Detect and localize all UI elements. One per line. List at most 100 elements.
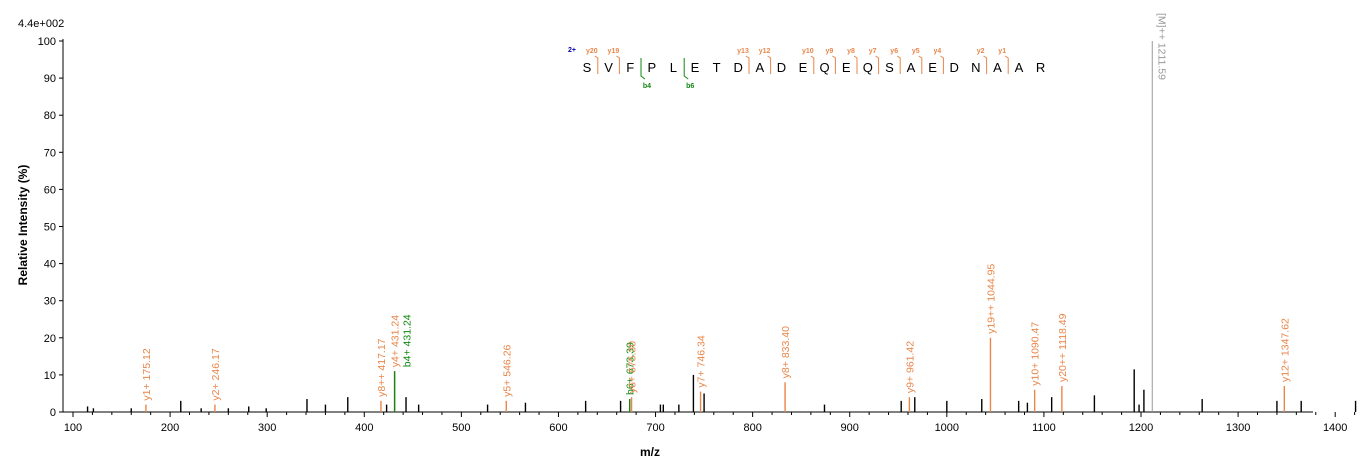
- x-tick-label: 300: [258, 422, 276, 434]
- y-ion-label: y7+ 746.34: [696, 335, 708, 387]
- b-ion-marker-label: b6: [686, 83, 694, 90]
- y-ion-label: y5+ 546.26: [501, 344, 513, 396]
- y-ion-cleavage-marker: [745, 55, 750, 74]
- residue: A: [993, 60, 1002, 75]
- y-ion-marker-label: y13: [737, 48, 749, 55]
- y-ion-cleavage-marker: [918, 55, 923, 74]
- y-ion-cleavage-marker: [983, 55, 988, 74]
- residue: V: [604, 60, 613, 75]
- b-ion-marker-label: b4: [643, 83, 651, 90]
- y-tick-label: 40: [44, 259, 56, 271]
- charge-label: 2+: [568, 47, 576, 54]
- y-tick-label: 10: [44, 370, 56, 382]
- y-ion-marker-label: y4: [934, 48, 942, 55]
- y-ion-label: y12+ 1347.62: [1279, 318, 1291, 382]
- y-ion-marker-label: y1: [998, 48, 1006, 55]
- x-tick-label: 700: [646, 422, 664, 434]
- residue: A: [755, 60, 764, 75]
- y-ion-cleavage-marker: [940, 55, 944, 74]
- y-ion-cleavage-marker: [896, 55, 901, 74]
- y-tick-label: 80: [44, 110, 56, 122]
- x-tick-label: 900: [841, 422, 859, 434]
- y-ion-label: y1+ 175.12: [141, 348, 153, 400]
- x-tick-label: 1400: [1323, 422, 1347, 434]
- y-ion-cleavage-marker: [853, 55, 858, 74]
- y-ion-label: y9+ 961.42: [904, 341, 916, 393]
- y-tick-label: 90: [44, 73, 56, 85]
- residue: A: [907, 60, 916, 75]
- y-axis-title: Relative Intensity (%): [16, 165, 30, 286]
- b-ion-cleavage-marker: [683, 58, 689, 80]
- intensity-scale-label: 4.4e+002: [18, 18, 64, 30]
- y-tick-label: 50: [44, 222, 56, 234]
- y-ion-marker-label: y8: [847, 48, 855, 55]
- y-ion-marker-label: y12: [759, 48, 771, 55]
- x-tick-label: 1000: [935, 422, 959, 434]
- x-axis-title: m/z: [640, 445, 660, 459]
- peak-labels: y1+ 175.12 y2+ 246.17 y8++ 417.17 y4+ 431.2…: [141, 13, 1291, 401]
- residue: R: [1036, 60, 1045, 75]
- b-ion-cleavage-marker: [640, 58, 646, 80]
- y-ion-cleavage-marker: [832, 55, 836, 74]
- y-tick-label: 100: [38, 36, 56, 48]
- y-ion-marker-label: y7: [869, 48, 877, 55]
- residue: E: [842, 60, 851, 75]
- x-tick-label: 200: [161, 422, 179, 434]
- residue: F: [626, 60, 634, 75]
- x-tick-label: 1200: [1129, 422, 1153, 434]
- y-ion-label: y8+ 833.40: [780, 326, 792, 378]
- x-tick-label: 100: [64, 422, 82, 434]
- x-tick-label: 1100: [1032, 422, 1056, 434]
- x-tick-label: 1300: [1226, 422, 1250, 434]
- y-ion-marker-label: y2: [977, 48, 985, 55]
- y-ion-marker-label: y19: [608, 48, 620, 55]
- y-ion-cleavage-marker: [1004, 55, 1009, 74]
- residue: S: [885, 60, 894, 75]
- y-tick-label: 0: [50, 407, 56, 419]
- residue: E: [928, 60, 937, 75]
- y-ion-label: y8++ 417.17: [376, 338, 388, 397]
- y-ion-marker-label: y20: [586, 48, 598, 55]
- residue: S: [583, 60, 592, 75]
- y-ion-label: y4+ 431.24: [390, 315, 402, 367]
- y-ion-marker-label: y5: [912, 48, 920, 55]
- y-ion-marker-label: y9: [826, 48, 834, 55]
- x-tick-label: 500: [452, 422, 470, 434]
- y-ion-label: y2+ 246.17: [210, 348, 222, 400]
- residue: Q: [820, 60, 830, 75]
- y-ion-label: y19++ 1044.95: [985, 264, 997, 334]
- b-ion-label: b4+ 431.24: [402, 314, 414, 367]
- x-tick-label: 400: [355, 422, 373, 434]
- x-tick-label: 600: [549, 422, 567, 434]
- axes: 0 10 20 30 40 50 60 70 80 90 100 100 200 300 400 500 600…: [38, 36, 1356, 434]
- peaks: [86, 41, 1357, 412]
- residue: P: [647, 60, 656, 75]
- residue: N: [971, 60, 980, 75]
- residue: A: [1015, 60, 1024, 75]
- y-ion-cleavage-marker: [594, 55, 599, 74]
- y-ion-marker-label: y6: [890, 48, 898, 55]
- y-ion-cleavage-marker: [616, 55, 620, 74]
- residue: D: [950, 60, 959, 75]
- b-ion-label: b6+ 673.39: [625, 342, 637, 395]
- y-tick-label: 30: [44, 296, 56, 308]
- y-tick-label: 60: [44, 184, 56, 196]
- residue: E: [691, 60, 700, 75]
- y-ion-cleavage-marker: [767, 55, 772, 74]
- y-tick-label: 70: [44, 147, 56, 159]
- residue: Q: [863, 60, 873, 75]
- y-ion-cleavage-marker: [875, 55, 880, 74]
- residue: D: [734, 60, 743, 75]
- precursor-label: [M]++ 1211.59: [1155, 13, 1167, 80]
- y-ion-marker-label: y10: [802, 48, 814, 55]
- residue: E: [799, 60, 808, 75]
- y-ion-cleavage-marker: [810, 55, 815, 74]
- y-ion-label: y10+ 1090.47: [1030, 322, 1042, 386]
- y-ion-label: y20++ 1118.49: [1057, 313, 1069, 382]
- y-tick-label: 20: [44, 333, 56, 345]
- residue: T: [713, 60, 721, 75]
- residue: L: [670, 60, 677, 75]
